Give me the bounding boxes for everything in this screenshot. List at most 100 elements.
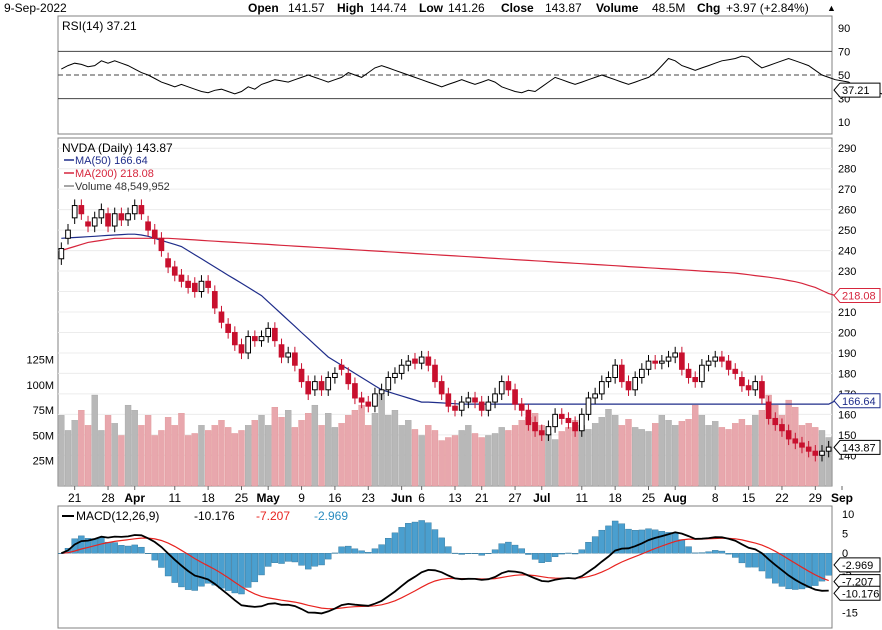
candle-body <box>732 368 739 374</box>
price-tick-label: 240 <box>838 246 856 258</box>
candle-body <box>58 248 65 260</box>
volume-bar <box>658 415 666 487</box>
quote-header: 9-Sep-2022 Open 141.57 High 144.74 Low 1… <box>0 0 882 16</box>
macd-hist-bar <box>298 553 305 566</box>
macd-hist-bar <box>158 553 165 568</box>
macd-hist-bar <box>631 530 639 554</box>
macd-hist-bar <box>338 546 345 554</box>
candle-body <box>231 331 238 346</box>
candle-body <box>198 280 205 293</box>
macd-hist-bar <box>618 523 626 554</box>
macd-hist-bar <box>398 527 405 554</box>
volume-bar <box>418 435 425 487</box>
volume-tick-label: 125M <box>26 355 54 367</box>
volume-bar <box>511 425 519 487</box>
close-last-label: 143.87 <box>842 442 876 454</box>
x-tick-label: 8 <box>712 491 719 505</box>
macd-line <box>60 531 829 615</box>
macd-hist-bar <box>578 549 585 554</box>
volume-bar <box>305 413 312 487</box>
macd-hist-bar <box>365 551 372 554</box>
volume-bar <box>672 425 679 487</box>
candle-body <box>699 364 705 383</box>
volume-bar <box>231 433 238 487</box>
candle-body <box>512 389 518 405</box>
x-tick-label: 23 <box>362 491 376 505</box>
candle-body <box>312 381 318 391</box>
header-close-label: Close <box>501 1 534 15</box>
legend-label: Volume 48,549,952 <box>75 181 170 193</box>
macd-hist-bar <box>124 545 132 554</box>
volume-bar <box>591 423 599 487</box>
candle-body <box>171 266 178 276</box>
macd-hist-bar <box>291 553 299 563</box>
volume-bar <box>665 420 672 487</box>
volume-bar <box>765 394 772 487</box>
volume-bar <box>411 429 419 487</box>
macd-hist-bar <box>224 553 232 591</box>
candle-body <box>739 377 745 387</box>
volume-bar <box>144 415 152 487</box>
macd-hist-bar <box>251 553 259 583</box>
macd-hist-bar <box>491 549 499 554</box>
header-date: 9-Sep-2022 <box>4 1 67 15</box>
macd-hist-bar <box>345 545 352 554</box>
volume-bar <box>551 439 559 487</box>
volume-bar <box>138 425 145 487</box>
candle-body <box>358 397 365 403</box>
volume-bar <box>91 394 98 487</box>
candle-body <box>532 422 538 432</box>
volume-bar <box>238 430 245 487</box>
header-volume: 48.5M <box>652 1 686 15</box>
candle-body <box>378 389 385 395</box>
candle-body <box>118 213 125 221</box>
candle-body <box>505 381 512 391</box>
volume-bar <box>545 433 552 487</box>
volume-bar <box>104 415 112 487</box>
volume-bar <box>652 423 659 487</box>
macd-tick-label: 0 <box>842 548 848 560</box>
macd-hist-bar <box>131 544 138 554</box>
volume-bar <box>78 410 85 487</box>
macd-hist-bar <box>351 548 359 554</box>
macd-hist-value: -2.969 <box>314 509 348 523</box>
volume-bar <box>458 430 465 487</box>
candle-body <box>425 356 432 366</box>
x-tick-label: Sep <box>831 491 853 505</box>
x-tick-label: 13 <box>448 491 462 505</box>
candle-body <box>131 205 138 215</box>
volume-tick-label: 75M <box>33 405 54 417</box>
x-tick-label: 15 <box>742 491 756 505</box>
volume-bar <box>445 437 452 487</box>
candle-body <box>412 358 418 364</box>
candle-body <box>805 446 812 452</box>
x-tick-label: 11 <box>169 491 182 505</box>
macd-hist-bar <box>685 546 692 554</box>
macd-hist-bar <box>725 553 732 555</box>
candle-body <box>285 352 292 358</box>
candle-body <box>598 381 605 395</box>
price-tick-label: 150 <box>838 430 856 442</box>
macd-hist-bar <box>571 553 579 555</box>
candle-body <box>679 352 685 370</box>
candle-body <box>85 221 91 227</box>
macd-hist-bar <box>765 553 772 579</box>
macd-hist-bar <box>98 537 105 554</box>
macd-hist-bar <box>611 520 619 554</box>
x-tick-label: 9 <box>298 491 305 505</box>
candle-body <box>445 393 452 407</box>
macd-hist-bar <box>218 553 225 589</box>
volume-bar <box>478 437 485 487</box>
x-tick-label: 25 <box>642 491 656 505</box>
macd-hist-bar <box>558 553 565 555</box>
macd-value: -10.176 <box>194 509 235 523</box>
macd-hist-bar <box>391 532 399 554</box>
volume-tick-label: 25M <box>33 456 54 468</box>
header-open-label: Open <box>248 1 279 15</box>
macd-hist-bar <box>331 552 339 554</box>
candle-body <box>812 450 819 456</box>
volume-bar <box>291 427 299 487</box>
candle-body <box>485 401 492 411</box>
candle-body <box>752 381 759 391</box>
